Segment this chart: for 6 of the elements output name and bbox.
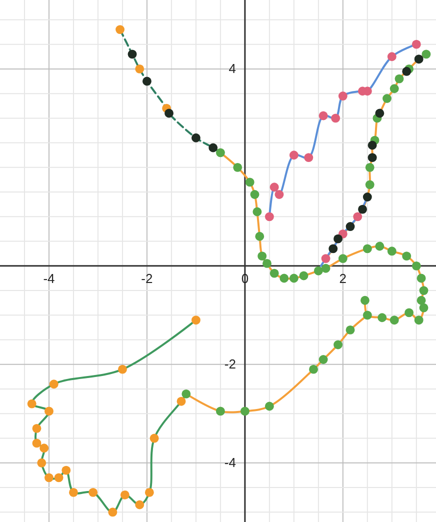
x-tick-label: -4 [43, 270, 55, 286]
x-tick-label: -2 [141, 270, 153, 286]
y-tick-label: -4 [224, 454, 236, 470]
y-tick-label: 4 [228, 60, 236, 76]
x-tick-label: 2 [339, 270, 347, 286]
y-tick-label: -2 [224, 356, 236, 372]
